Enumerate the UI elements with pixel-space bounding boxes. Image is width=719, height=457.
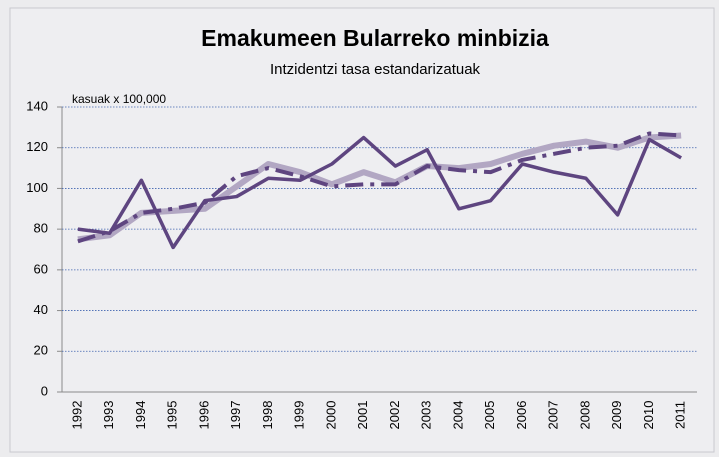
x-tick-label: 2010 (641, 401, 656, 430)
x-tick-label: 2006 (514, 401, 529, 430)
y-tick-label: 140 (26, 98, 48, 113)
x-tick-label: 1999 (292, 401, 307, 430)
y-tick-label: 60 (34, 261, 48, 276)
x-tick-label: 1993 (101, 401, 116, 430)
x-tick-label: 2000 (323, 401, 338, 430)
x-tick-label: 2002 (387, 401, 402, 430)
y-axis-label: kasuak x 100,000 (72, 92, 166, 106)
y-tick-label: 0 (41, 383, 48, 398)
x-tick-label: 1992 (69, 401, 84, 430)
x-tick-label: 2008 (577, 401, 592, 430)
chart-subtitle: Intzidentzi tasa estandarizatuak (270, 61, 481, 78)
chart-title: Emakumeen Bularreko minbizia (201, 25, 549, 51)
y-tick-label: 120 (26, 139, 48, 154)
x-tick-label: 1994 (133, 401, 148, 430)
x-tick-label: 2007 (546, 401, 561, 430)
x-tick-label: 2004 (450, 401, 465, 430)
x-tick-label: 2009 (609, 401, 624, 430)
x-tick-label: 1997 (228, 401, 243, 430)
x-tick-label: 2001 (355, 401, 370, 430)
x-tick-label: 2005 (482, 401, 497, 430)
x-tick-label: 2003 (419, 401, 434, 430)
x-tick-label: 1995 (165, 401, 180, 430)
series-line (77, 131, 682, 244)
y-tick-label: 80 (34, 221, 48, 236)
y-tick-label: 40 (34, 302, 48, 317)
x-tick-label: 1998 (260, 401, 275, 430)
chart-frame (9, 7, 715, 453)
y-tick-label: 20 (34, 343, 48, 358)
x-tick-label: 1996 (196, 401, 211, 430)
y-tick-label: 100 (26, 180, 48, 195)
series-line (77, 132, 682, 243)
series-line (77, 135, 682, 250)
x-tick-label: 2011 (673, 401, 688, 429)
